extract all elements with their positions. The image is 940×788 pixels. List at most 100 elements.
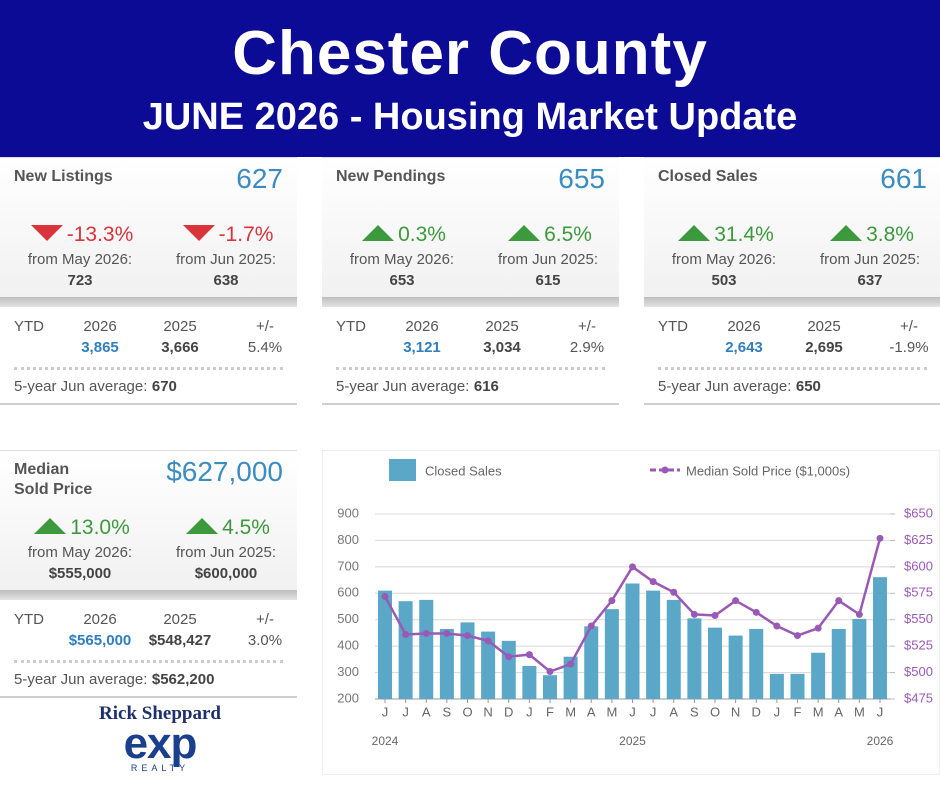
y-tick-label: 300	[337, 664, 359, 679]
ytd-value: 2,695	[805, 339, 843, 356]
card-top	[322, 157, 619, 298]
line-point	[670, 588, 678, 596]
y-tick-label: 700	[337, 558, 359, 573]
year-label: 2026	[867, 734, 894, 748]
change-from: from May 2026:	[27, 544, 133, 561]
arrow-shape	[830, 225, 863, 241]
bar	[584, 626, 599, 699]
line-point	[752, 608, 760, 616]
y-tick-label: 800	[337, 532, 359, 547]
change-from: from May 2026:	[671, 251, 777, 268]
ytd-header: 2026	[727, 318, 761, 335]
y-tick-label: 600	[337, 585, 359, 600]
average-row: 5-year Jun average: 616	[336, 378, 499, 396]
x-tick-label: N	[731, 704, 740, 719]
bar	[501, 640, 516, 699]
line-point	[443, 629, 451, 637]
bar	[831, 628, 846, 699]
change-from: from Jun 2025:	[819, 251, 921, 268]
bar	[811, 652, 826, 699]
x-tick-label: O	[462, 704, 472, 719]
card-divider	[0, 590, 297, 600]
line-point	[711, 611, 719, 619]
ytd-label: YTD	[336, 318, 366, 335]
bar	[625, 583, 640, 699]
change-row: 31.4%	[654, 223, 794, 247]
ytd-value: 3,121	[403, 339, 441, 356]
card-label: Median Sold Price	[14, 461, 93, 498]
bar	[460, 622, 475, 699]
ytd-label: YTD	[14, 611, 44, 628]
x-tick-label: J	[382, 704, 389, 719]
line-point	[505, 653, 513, 661]
arrow-shape	[182, 225, 215, 241]
average-label: 5-year Jun average:	[336, 378, 470, 395]
bar	[708, 627, 722, 699]
arrow-shape	[508, 225, 541, 241]
x-tick-label: M	[854, 704, 865, 719]
line-point	[484, 637, 492, 645]
change-row: -1.7%	[156, 223, 296, 247]
dotted-rule	[336, 367, 605, 370]
change-row: 3.8%	[800, 223, 940, 247]
arrow-shape	[34, 518, 67, 534]
ytd-value: $548,427	[148, 632, 212, 649]
average-value: 670	[151, 378, 177, 395]
x-tick-label: F	[794, 704, 802, 719]
change-pct: 3.8%	[866, 223, 914, 246]
line-point	[546, 668, 554, 676]
x-tick-label: D	[752, 704, 761, 719]
ytd-value: 3.0%	[247, 632, 283, 649]
ytd-value: 3,034	[483, 339, 521, 356]
change-from: from Jun 2025:	[175, 251, 277, 268]
trend-arrow	[34, 518, 67, 534]
bar	[439, 628, 454, 699]
ytd-header: 2025	[807, 318, 841, 335]
year-label: 2025	[619, 734, 646, 748]
line-point	[835, 597, 843, 605]
bar	[852, 618, 867, 699]
dotted-rule	[14, 367, 283, 370]
ytd-header: +/-	[578, 318, 596, 335]
x-tick-label: J	[526, 704, 533, 719]
ytd-header: +/-	[256, 611, 274, 628]
change-pct: 0.3%	[398, 223, 446, 246]
average-label: 5-year Jun average:	[14, 378, 148, 395]
card-divider	[644, 297, 940, 307]
bar	[419, 599, 434, 699]
subtitle: JUNE 2026 - Housing Market Update	[142, 96, 798, 138]
ytd-header: 2026	[83, 318, 117, 335]
chart: 200 300 400 500 600 700 800 900 $475 $500 $525 $550…	[322, 450, 940, 775]
x-tick-label: D	[504, 704, 513, 719]
x-tick-label: F	[546, 704, 554, 719]
card-divider	[0, 297, 297, 307]
arrow-shape	[186, 518, 219, 534]
change-pct: -1.7%	[218, 223, 274, 246]
bar	[604, 609, 619, 699]
change-prior: 653	[389, 272, 415, 289]
y2-tick-label: $500	[904, 664, 933, 679]
card-divider	[322, 297, 619, 307]
line-point	[814, 624, 822, 632]
card-bottom-rule	[0, 696, 297, 698]
legend-label: Closed Sales	[425, 463, 502, 478]
dotted-rule	[14, 660, 283, 663]
x-tick-label: A	[587, 704, 596, 719]
ytd-header: 2026	[83, 611, 117, 628]
trend-arrow	[30, 225, 63, 241]
bar	[873, 577, 887, 699]
change-pct: 6.5%	[544, 223, 592, 246]
line-point	[876, 534, 884, 542]
line-point	[690, 610, 698, 618]
change-row: 6.5%	[478, 223, 618, 247]
average-value: 616	[473, 378, 499, 395]
change-pct: 4.5%	[222, 516, 270, 539]
change-pct: 13.0%	[70, 516, 130, 539]
line-point	[794, 632, 801, 640]
y-tick-label: 200	[337, 690, 359, 705]
change-from: from Jun 2025:	[175, 544, 277, 561]
y2-tick-label: $550	[904, 611, 933, 626]
header: Chester County JUNE 2026 - Housing Marke…	[0, 0, 940, 157]
bar	[749, 628, 764, 699]
card-label: Closed Sales	[658, 168, 758, 185]
